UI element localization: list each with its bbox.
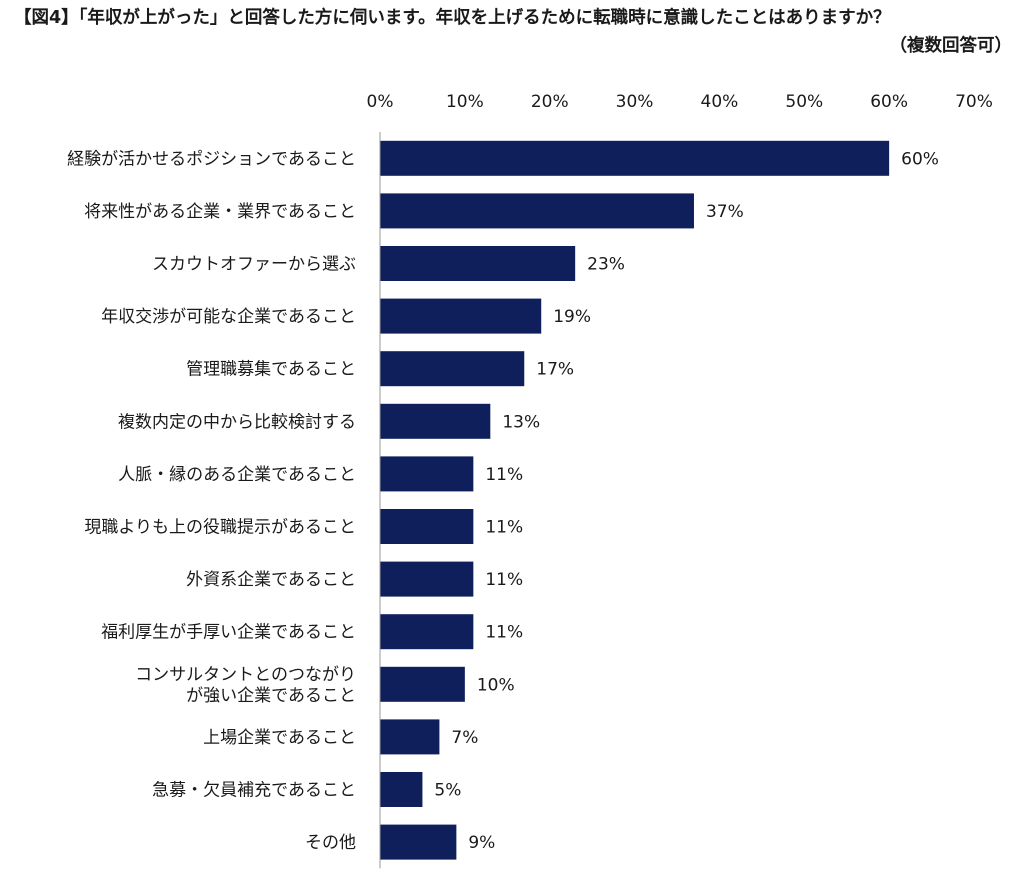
x-tick-label: 40% (701, 92, 739, 112)
bar (380, 351, 525, 387)
category-label: 上場企業であること (203, 728, 356, 748)
category-label: コンサルタントとのつながり (135, 665, 356, 685)
bar (380, 193, 694, 229)
bar (380, 719, 440, 755)
bar (380, 246, 576, 281)
category-label: 管理職募集であること (186, 360, 356, 380)
data-label: 13% (502, 412, 540, 432)
data-label: 23% (587, 255, 625, 275)
category-label: 人脈・縁のある企業であること (118, 465, 356, 485)
category-label: スカウトオファーから選ぶ (152, 255, 356, 275)
data-label: 19% (553, 307, 591, 327)
category-label: 急募・欠員補充であること (152, 781, 356, 801)
data-label: 11% (485, 465, 523, 485)
category-label: 外資系企業であること (186, 570, 356, 590)
x-tick-label: 60% (870, 92, 908, 112)
chart-title-note: （複数回答可） (889, 36, 1013, 56)
data-label: 17% (536, 360, 574, 380)
data-label: 11% (485, 623, 523, 643)
data-label: 37% (706, 202, 744, 222)
bar (380, 666, 465, 702)
bar (380, 614, 474, 650)
category-label: 福利厚生が手厚い企業であること (101, 623, 356, 643)
category-label: 将来性がある企業・業界であること (84, 202, 356, 222)
x-tick-label: 70% (955, 92, 993, 112)
bar (380, 140, 890, 176)
data-label: 11% (485, 518, 523, 538)
bar (380, 298, 542, 334)
x-tick-label: 20% (531, 92, 569, 112)
x-tick-label: 10% (446, 92, 484, 112)
bar (380, 509, 474, 544)
category-label: 現職よりも上の役職提示があること (84, 518, 356, 538)
data-label: 11% (485, 570, 523, 590)
category-label: 複数内定の中から比較検討する (118, 412, 356, 432)
category-label: が強い企業であること (186, 686, 356, 706)
bar (380, 456, 474, 492)
data-label: 7% (451, 728, 478, 748)
category-label: 経験が活かせるポジションであること (67, 149, 356, 169)
chart-title: 【図4】「年収が上がった」と回答した方に伺います。年収を上げるために転職時に意識… (14, 8, 891, 28)
data-label: 60% (901, 149, 939, 169)
bar (380, 824, 457, 860)
bar (380, 772, 423, 807)
data-label: 5% (434, 781, 461, 801)
x-tick-label: 0% (367, 92, 394, 112)
category-label: その他 (305, 833, 356, 853)
x-tick-label: 30% (616, 92, 654, 112)
category-label: 年収交渉が可能な企業であること (101, 307, 356, 327)
bar (380, 561, 474, 597)
bar (380, 403, 491, 439)
data-label: 9% (468, 833, 495, 853)
x-tick-label: 50% (785, 92, 823, 112)
data-label: 10% (477, 675, 515, 695)
